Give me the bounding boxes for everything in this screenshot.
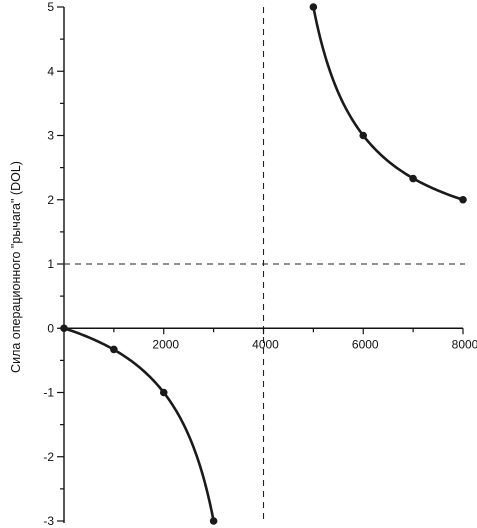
data-point-0-3 (209, 517, 218, 525)
x-tick-label-1: 4000 (252, 337, 279, 351)
x-tick-label-3: 8000 (452, 337, 477, 351)
data-point-1-1 (359, 131, 368, 140)
y-tick-label-4: 1 (47, 257, 54, 271)
series-line-0 (62, 326, 215, 523)
y-tick-label-0: 5 (47, 0, 54, 14)
data-point-0-0 (60, 324, 68, 333)
data-point-0-2 (159, 388, 168, 397)
reference-lines (64, 7, 465, 523)
y-axis-title: Сила операционного "рычага" (DOL) (9, 161, 23, 373)
y-tick-label-2: 3 (47, 129, 54, 143)
series-group (60, 3, 467, 525)
data-point-0-1 (110, 345, 118, 354)
data-point-1-2 (409, 174, 417, 183)
y-tick-label-5: 0 (47, 321, 54, 335)
x-tick-label-0: 2000 (152, 337, 179, 351)
data-point-1-3 (459, 195, 467, 204)
x-tick-label-2: 6000 (352, 337, 379, 351)
y-tick-label-8: -3 (43, 514, 54, 528)
y-tick-label-3: 2 (47, 193, 54, 207)
y-tick-label-6: -1 (43, 386, 54, 400)
y-tick-label-1: 4 (47, 64, 54, 78)
y-tick-label-7: -2 (43, 450, 54, 464)
axes (57, 6, 464, 523)
tick-labels: 5 4 3 2 1 0 -1 -2 -3 2000 4000 6000 8000 (43, 0, 477, 528)
series-line-1 (312, 5, 465, 202)
data-point-1-0 (309, 3, 318, 11)
